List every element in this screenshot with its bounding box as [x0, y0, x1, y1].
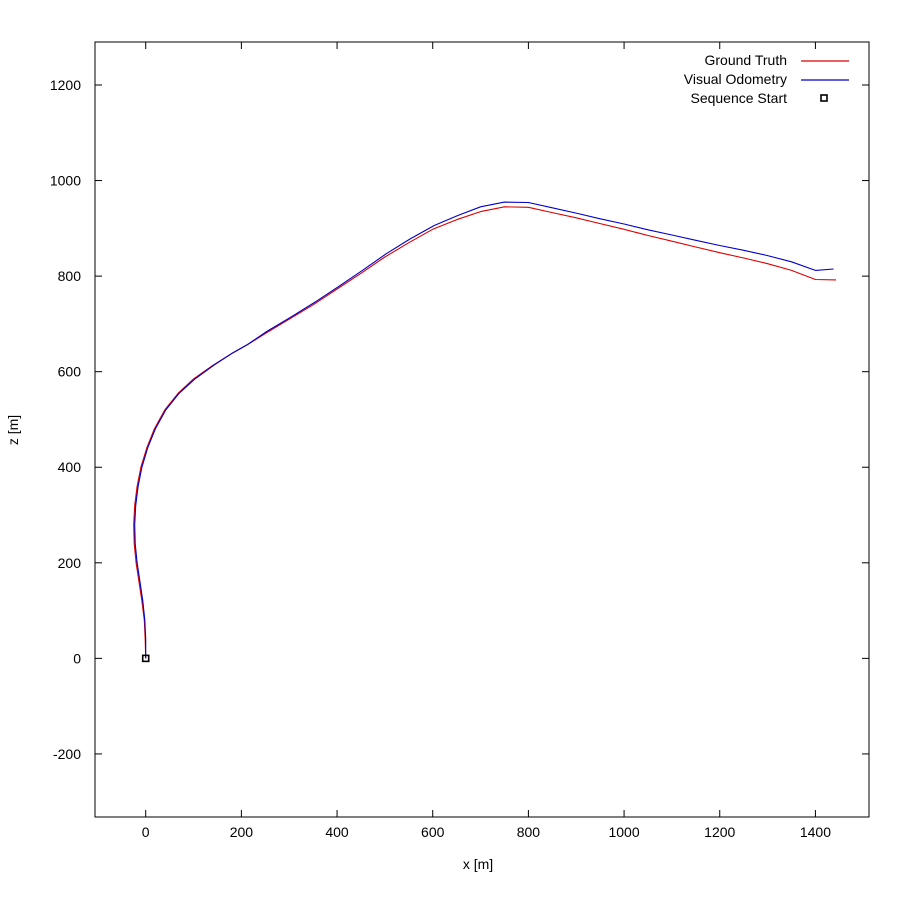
legend-label-sequence-start: Sequence Start — [690, 90, 787, 106]
series-lines — [133, 201, 837, 663]
plot-frame — [94, 41, 870, 818]
ticks: 0 200 400 600 800 1000 1200 1400 -200 0 200 400 600 8… — [50, 42, 869, 840]
y-tick-label: -200 — [53, 746, 81, 762]
legend: Ground Truth Visual Odometry Sequence St… — [684, 52, 849, 106]
x-axis-label: x [m] — [463, 856, 493, 872]
x-tick-label: 200 — [230, 824, 254, 840]
visual-odometry-line — [134, 201, 834, 659]
sequence-start-marker — [141, 654, 150, 663]
y-tick-label: 1000 — [50, 173, 81, 189]
x-tick-label: 800 — [517, 824, 541, 840]
x-tick-label: 1400 — [800, 824, 831, 840]
y-axis-label: z [m] — [5, 415, 21, 445]
ground-truth-line — [133, 206, 837, 659]
legend-label-ground-truth: Ground Truth — [705, 52, 788, 68]
x-tick-label: 1200 — [704, 824, 735, 840]
x-tick-label: 0 — [142, 824, 150, 840]
y-tick-label: 0 — [73, 650, 81, 666]
x-tick-label: 600 — [421, 824, 445, 840]
y-tick-label: 200 — [58, 555, 82, 571]
y-tick-label: 600 — [58, 364, 82, 380]
x-tick-label: 1000 — [608, 824, 639, 840]
x-tick-label: 400 — [325, 824, 349, 840]
legend-label-visual-odometry: Visual Odometry — [684, 71, 787, 87]
y-tick-label: 800 — [58, 268, 82, 284]
y-tick-label: 1200 — [50, 77, 81, 93]
legend-swatch-sequence-start — [820, 94, 828, 102]
y-tick-label: 400 — [58, 459, 82, 475]
